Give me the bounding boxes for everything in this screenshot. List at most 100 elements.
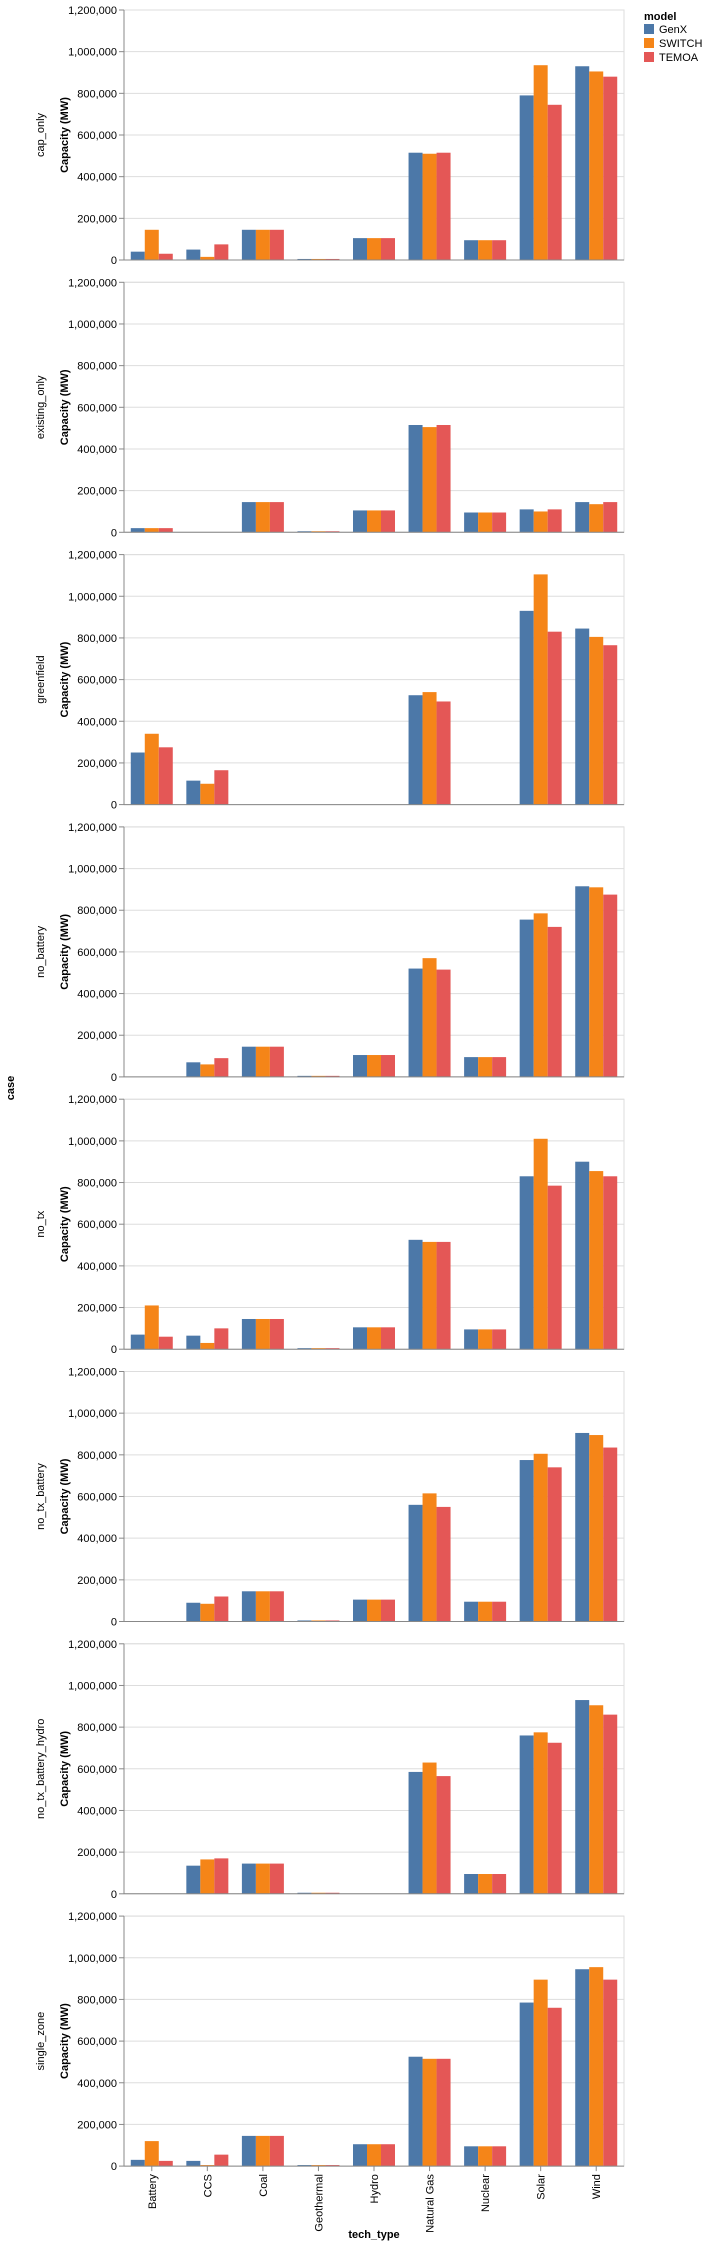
y-tick-label: 600,000 (77, 402, 117, 414)
y-tick-label: 1,200,000 (68, 822, 117, 834)
y-tick-label: 400,000 (77, 989, 117, 1001)
bar-temoa (603, 1447, 618, 1622)
facet-panel: 0 200,000 400,000 600,000 800,000 1,000,000 1,… (35, 1911, 625, 2173)
y-tick-label: 800,000 (77, 361, 117, 373)
bar-genx (297, 1892, 312, 1894)
bar-temoa (436, 152, 451, 260)
bar-genx (464, 1874, 479, 1894)
y-tick-label: 600,000 (77, 2036, 117, 2048)
facet-panel: 0 200,000 400,000 600,000 800,000 1,000,000 1,… (35, 550, 625, 812)
bar-temoa (603, 894, 618, 1077)
bar-temoa (547, 926, 562, 1077)
bar-genx (464, 2146, 479, 2167)
bar-temoa (269, 1318, 284, 1350)
bar-genx (353, 1055, 367, 1077)
legend-swatch (644, 52, 654, 62)
bar-genx (353, 510, 367, 533)
bar-genx (408, 2056, 423, 2167)
y-tick-label: 200,000 (77, 1847, 117, 1859)
y-tick-label: 1,200,000 (68, 277, 117, 289)
bar-switch (478, 2146, 493, 2167)
bar-temoa (158, 253, 173, 260)
bar-genx (241, 1046, 256, 1077)
bar-switch (311, 531, 326, 533)
x-axis-title: tech_type (348, 2229, 399, 2241)
bar-genx (241, 2135, 256, 2167)
bar-switch (144, 1305, 159, 1350)
y-tick-label: 400,000 (77, 444, 117, 456)
bar-switch (533, 913, 548, 1077)
bar-genx (130, 1334, 145, 1350)
y-tick-label: 1,200,000 (68, 5, 117, 17)
bar-genx (464, 512, 479, 533)
bar-switch (533, 1138, 548, 1350)
y-tick-label: 1,200,000 (68, 550, 117, 562)
x-tick-label: Wind (591, 2174, 603, 2199)
y-tick-label: 600,000 (77, 675, 117, 687)
bar-switch (200, 1342, 215, 1350)
y-tick-label: 1,200,000 (68, 1367, 117, 1379)
bar-switch (478, 1329, 493, 1350)
bar-genx (241, 1863, 256, 1894)
y-tick-label: 0 (111, 527, 117, 539)
bar-temoa (214, 2154, 229, 2167)
bar-genx (297, 531, 312, 533)
bar-genx (519, 95, 534, 261)
bar-switch (589, 71, 604, 260)
bar-genx (519, 919, 534, 1077)
bar-switch (255, 502, 270, 533)
y-tick-label: 800,000 (77, 905, 117, 917)
bar-genx (408, 968, 423, 1077)
bar-genx (241, 1591, 256, 1622)
bar-genx (575, 1432, 590, 1622)
bar-switch (533, 1979, 548, 2167)
bar-temoa (547, 1467, 562, 1622)
bar-genx (575, 1161, 590, 1350)
bar-temoa (436, 701, 451, 805)
bar-switch (589, 1171, 604, 1350)
bar-temoa (214, 244, 229, 260)
bar-temoa (436, 969, 451, 1077)
y-tick-label: 1,000,000 (68, 1408, 117, 1420)
y-tick-label: 1,000,000 (68, 47, 117, 59)
y-axis-title: Capacity (MW) (59, 97, 71, 173)
bar-genx (519, 1460, 534, 1622)
bar-temoa (269, 1046, 284, 1077)
bar-temoa (325, 1348, 340, 1350)
y-tick-label: 800,000 (77, 633, 117, 645)
bar-genx (130, 2159, 145, 2167)
bar-genx (575, 1700, 590, 1894)
bar-temoa (603, 1979, 618, 2167)
y-tick-label: 200,000 (77, 1303, 117, 1315)
bar-switch (144, 2141, 159, 2167)
y-axis-title: Capacity (MW) (59, 2003, 71, 2079)
bar-temoa (381, 510, 395, 533)
bar-temoa (547, 631, 562, 805)
bar-genx (186, 1865, 201, 1894)
bar-genx (575, 628, 590, 805)
bar-genx (130, 528, 145, 533)
x-tick-label: Geothermal (313, 2174, 325, 2231)
y-tick-label: 200,000 (77, 213, 117, 225)
bar-switch (367, 1327, 381, 1350)
bar-temoa (436, 1241, 451, 1350)
bar-switch (589, 1705, 604, 1894)
facet-panel: 0 200,000 400,000 600,000 800,000 1,000,000 1,… (35, 822, 625, 1084)
y-tick-label: 0 (111, 2161, 117, 2173)
bar-genx (186, 780, 201, 805)
facet-panel: 0 200,000 400,000 600,000 800,000 1,000,000 1,… (35, 1367, 625, 1629)
bar-switch (478, 1874, 493, 1894)
y-tick-label: 600,000 (77, 947, 117, 959)
bar-switch (478, 240, 493, 260)
bar-switch (589, 1435, 604, 1622)
legend-title: model (644, 11, 676, 23)
bar-switch (144, 229, 159, 260)
bar-switch (255, 1863, 270, 1894)
bar-genx (353, 2144, 367, 2167)
bar-switch (255, 229, 270, 260)
bar-temoa (269, 1591, 284, 1622)
bar-switch (422, 1762, 437, 1894)
bar-genx (408, 152, 423, 260)
